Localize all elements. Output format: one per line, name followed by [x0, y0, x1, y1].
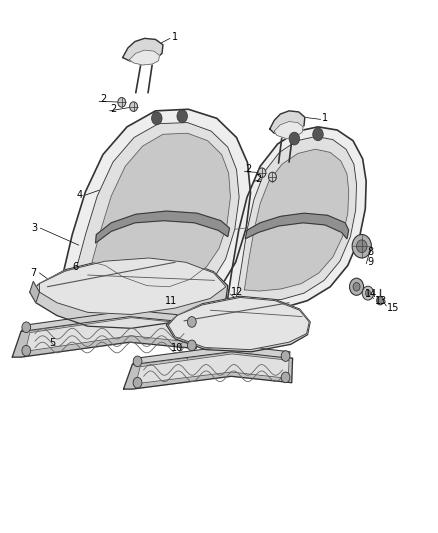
Text: 2: 2 — [255, 174, 261, 184]
Circle shape — [350, 278, 364, 295]
Polygon shape — [227, 127, 366, 309]
Circle shape — [22, 345, 31, 356]
Circle shape — [133, 377, 142, 388]
Polygon shape — [168, 297, 309, 350]
Circle shape — [362, 286, 374, 300]
Circle shape — [353, 282, 360, 291]
Text: 9: 9 — [367, 257, 373, 267]
Circle shape — [313, 128, 323, 141]
Text: 14: 14 — [365, 289, 378, 299]
Circle shape — [281, 351, 290, 361]
Circle shape — [177, 110, 187, 123]
Polygon shape — [39, 258, 226, 314]
Circle shape — [289, 132, 300, 145]
Polygon shape — [245, 213, 349, 239]
Circle shape — [268, 172, 276, 182]
Circle shape — [352, 235, 371, 258]
Polygon shape — [274, 122, 303, 139]
Text: 1: 1 — [322, 114, 328, 123]
Polygon shape — [237, 136, 357, 301]
Circle shape — [152, 112, 162, 125]
Circle shape — [357, 240, 367, 253]
Text: 3: 3 — [32, 223, 38, 233]
Polygon shape — [95, 211, 230, 243]
Circle shape — [130, 102, 138, 111]
Polygon shape — [25, 318, 193, 351]
Polygon shape — [30, 281, 39, 303]
Circle shape — [281, 372, 290, 383]
Polygon shape — [244, 149, 349, 291]
Text: 4: 4 — [77, 190, 83, 200]
Text: 8: 8 — [367, 247, 373, 256]
Text: 11: 11 — [165, 296, 177, 306]
Text: 1: 1 — [172, 33, 178, 42]
Polygon shape — [92, 133, 230, 287]
Polygon shape — [77, 123, 239, 307]
Text: 10: 10 — [171, 343, 183, 352]
Text: 15: 15 — [387, 303, 399, 313]
Polygon shape — [270, 111, 305, 135]
Circle shape — [258, 168, 266, 177]
Text: 6: 6 — [72, 262, 78, 271]
Circle shape — [187, 317, 196, 327]
Polygon shape — [129, 50, 159, 65]
Text: 2: 2 — [100, 94, 106, 104]
Text: 13: 13 — [375, 296, 387, 305]
Polygon shape — [166, 296, 310, 352]
Polygon shape — [21, 310, 197, 332]
Text: 7: 7 — [31, 268, 37, 278]
Circle shape — [377, 296, 384, 305]
Polygon shape — [136, 354, 289, 384]
Polygon shape — [124, 352, 293, 389]
Text: 12: 12 — [231, 287, 244, 297]
Circle shape — [187, 340, 196, 351]
Text: 2: 2 — [245, 165, 251, 174]
Circle shape — [118, 98, 126, 107]
Polygon shape — [12, 317, 196, 357]
Circle shape — [133, 356, 142, 367]
Text: 2: 2 — [110, 104, 117, 114]
Polygon shape — [64, 109, 251, 319]
Polygon shape — [30, 257, 228, 328]
Polygon shape — [123, 38, 163, 63]
Text: 5: 5 — [49, 338, 55, 348]
Polygon shape — [132, 345, 290, 365]
Circle shape — [365, 290, 371, 296]
Circle shape — [22, 322, 31, 333]
